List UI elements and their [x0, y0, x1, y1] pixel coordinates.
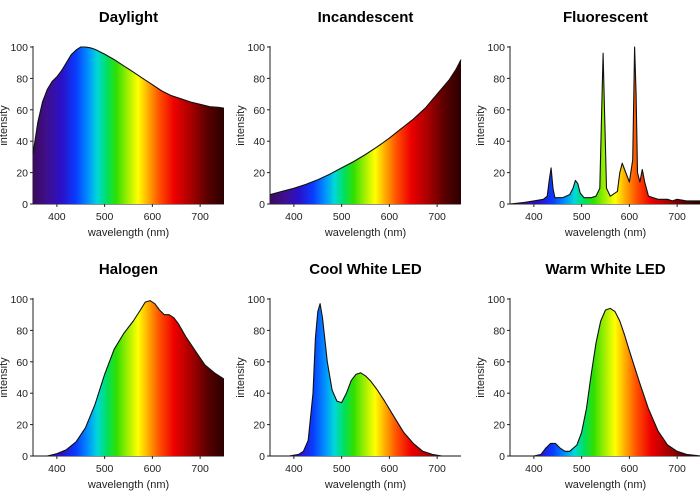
spectrum-line [269, 59, 462, 196]
x-tick-label: 400 [48, 211, 66, 223]
x-tick-label: 400 [285, 211, 303, 223]
x-tick-label: 700 [428, 211, 446, 223]
panel-4: Cool White LED 0 20 40 60 80 100 400 500 600 700 wa… [235, 261, 461, 491]
y-tick-label: 100 [10, 42, 28, 54]
spectrum-line [33, 300, 225, 457]
x-tick-label: 400 [525, 211, 543, 223]
panel-title: Warm White LED [545, 261, 665, 278]
x-tick-label: 600 [381, 463, 399, 475]
panel-title: Daylight [99, 9, 158, 26]
y-axis-label: intensity [235, 105, 247, 146]
y-tick-label: 40 [493, 136, 505, 148]
x-axis-label: wavelength (nm) [564, 479, 646, 491]
y-tick-label: 100 [487, 42, 505, 54]
y-tick-label: 20 [16, 168, 28, 180]
x-tick-label: 700 [428, 463, 446, 475]
x-tick-label: 500 [96, 463, 114, 475]
panel-2: Fluorescent 0 20 40 60 80 100 400 500 600 700 wavel… [475, 9, 700, 239]
y-tick-label: 0 [259, 451, 265, 463]
x-tick-label: 700 [191, 463, 209, 475]
spectrum-area [510, 308, 700, 456]
y-tick-label: 0 [22, 199, 28, 211]
x-tick-label: 400 [48, 463, 66, 475]
y-tick-label: 40 [493, 388, 505, 400]
spectrum-area [33, 300, 224, 456]
y-axis-label: intensity [475, 105, 487, 146]
y-tick-label: 20 [253, 420, 265, 432]
x-axis-label: wavelength (nm) [324, 227, 406, 239]
y-tick-label: 40 [16, 136, 28, 148]
x-tick-label: 500 [333, 463, 351, 475]
y-tick-label: 80 [253, 73, 265, 85]
spectrum-area [510, 47, 700, 204]
panel-title: Halogen [99, 261, 158, 278]
panel-0: Daylight 0 20 40 60 80 100 400 500 600 700 waveleng… [0, 9, 225, 239]
y-tick-label: 20 [493, 420, 505, 432]
x-tick-label: 500 [333, 211, 351, 223]
panel-1: Incandescent 0 20 40 60 80 100 400 500 600 700 wave… [235, 9, 462, 239]
x-axis-label: wavelength (nm) [87, 227, 169, 239]
spectrum-line [509, 46, 700, 205]
y-tick-label: 0 [22, 451, 28, 463]
y-tick-label: 80 [253, 325, 265, 337]
y-tick-label: 0 [499, 199, 505, 211]
y-tick-label: 100 [247, 42, 265, 54]
y-tick-label: 60 [16, 105, 28, 117]
y-tick-label: 100 [10, 294, 28, 306]
x-tick-label: 600 [621, 463, 639, 475]
spectrum-area [270, 303, 461, 456]
y-axis-label: intensity [0, 105, 10, 146]
x-tick-label: 500 [573, 211, 591, 223]
y-tick-label: 20 [16, 420, 28, 432]
x-tick-label: 500 [573, 463, 591, 475]
panel-title: Fluorescent [563, 9, 648, 26]
x-tick-label: 500 [96, 211, 114, 223]
x-tick-label: 600 [621, 211, 639, 223]
x-tick-label: 600 [144, 211, 162, 223]
y-tick-label: 100 [247, 294, 265, 306]
x-axis-label: wavelength (nm) [564, 227, 646, 239]
y-tick-label: 80 [493, 325, 505, 337]
y-tick-label: 60 [493, 357, 505, 369]
x-tick-label: 700 [668, 211, 686, 223]
y-tick-label: 0 [259, 199, 265, 211]
panel-5: Warm White LED 0 20 40 60 80 100 400 500 600 700 wa… [475, 261, 700, 491]
x-tick-label: 400 [285, 463, 303, 475]
y-tick-label: 40 [253, 388, 265, 400]
x-axis-label: wavelength (nm) [87, 479, 169, 491]
y-tick-label: 80 [16, 73, 28, 85]
panel-3: Halogen 0 20 40 60 80 100 400 500 600 700 wavelengt… [0, 261, 225, 491]
spectrum-line [32, 46, 225, 154]
spectrum-line [270, 303, 461, 457]
x-tick-label: 600 [144, 463, 162, 475]
y-tick-label: 40 [16, 388, 28, 400]
y-tick-label: 0 [499, 451, 505, 463]
panel-title: Cool White LED [309, 261, 422, 278]
x-axis-label: wavelength (nm) [324, 479, 406, 491]
y-tick-label: 100 [487, 294, 505, 306]
y-axis-label: intensity [235, 357, 247, 398]
spectrum-line [510, 307, 700, 457]
y-tick-label: 80 [16, 325, 28, 337]
x-tick-label: 700 [191, 211, 209, 223]
x-tick-label: 400 [525, 463, 543, 475]
y-axis-label: intensity [0, 357, 10, 398]
y-tick-label: 60 [16, 357, 28, 369]
y-tick-label: 80 [493, 73, 505, 85]
spectrum-area [270, 59, 461, 204]
panel-title: Incandescent [318, 9, 414, 26]
y-tick-label: 40 [253, 136, 265, 148]
y-tick-label: 20 [253, 168, 265, 180]
y-axis-label: intensity [475, 357, 487, 398]
x-tick-label: 700 [668, 463, 686, 475]
y-tick-label: 60 [253, 357, 265, 369]
y-tick-label: 20 [493, 168, 505, 180]
x-tick-label: 600 [381, 211, 399, 223]
y-tick-label: 60 [253, 105, 265, 117]
y-tick-label: 60 [493, 105, 505, 117]
spectrum-area [33, 47, 224, 204]
